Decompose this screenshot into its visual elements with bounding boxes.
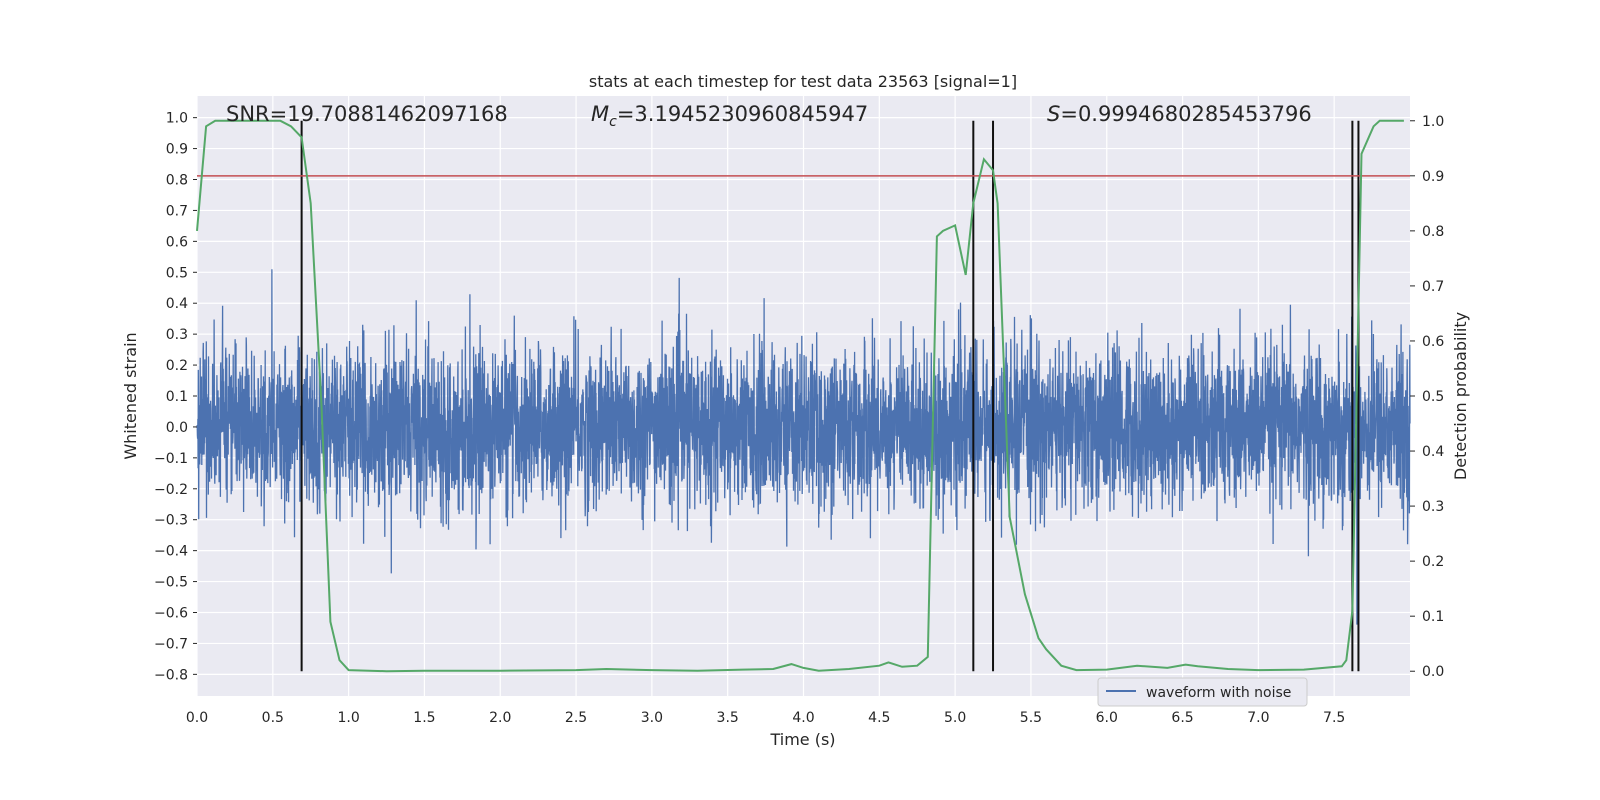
snr-value: =19.70881462097168 [270, 102, 508, 126]
x-tick-label: 6.0 [1096, 710, 1118, 726]
detection-probability-line [196, 119, 1404, 673]
y-tick-label: 0.9 [166, 142, 188, 158]
y-tick-label: −0.5 [154, 575, 188, 591]
statistic-annotation: S=0.9994680285453796 [1047, 102, 1312, 126]
y-tick-label: 0.5 [166, 265, 188, 281]
y-tick-label: −0.8 [154, 667, 188, 683]
x-tick-label: 1.0 [337, 710, 359, 726]
y-tick-label: −0.2 [154, 482, 188, 498]
y2-tick-label: 0.0 [1422, 664, 1444, 680]
x-tick-label: 7.0 [1247, 710, 1269, 726]
x-tick-label: 7.5 [1323, 710, 1345, 726]
y-tick-label: 0.3 [166, 327, 188, 343]
y2-tick-label: 0.6 [1422, 334, 1444, 350]
x-tick-label: 2.0 [489, 710, 511, 726]
y-tick-label: 0.6 [166, 234, 188, 250]
y-tick-label: 1.0 [166, 111, 188, 127]
y-tick-label: 0.4 [166, 296, 188, 312]
x-axis-ticks: 0.0 0.5 1.0 1.5 2.0 2.5 3.0 3.5 4.0 4.5 5.0 5.5 6.0 6… [186, 710, 1345, 726]
x-tick-label: 4.5 [868, 710, 890, 726]
plot-area [196, 96, 1411, 696]
chart-title: stats at each timestep for test data 235… [589, 72, 1017, 91]
s-symbol: S [1047, 102, 1060, 126]
legend-label: waveform with noise [1146, 685, 1291, 701]
y2-axis-ticks: 1.0 0.9 0.8 0.7 0.6 0.5 0.4 0.3 0.2 0.1 0.0 [1410, 114, 1444, 680]
snr-annotation: SNR=19.70881462097168 [226, 102, 508, 126]
mc-symbol: M [591, 102, 609, 126]
y-tick-label: 0.2 [166, 358, 188, 374]
x-tick-label: 5.0 [944, 710, 966, 726]
y2-tick-label: 0.2 [1422, 554, 1444, 570]
x-tick-label: 4.0 [792, 710, 814, 726]
y2-tick-label: 0.1 [1422, 609, 1444, 625]
s-value: =0.9994680285453796 [1060, 102, 1311, 126]
legend: waveform with noise [1097, 677, 1308, 707]
y-tick-label: −0.1 [154, 451, 188, 467]
y-tick-label: −0.6 [154, 605, 188, 621]
y-tick-label: −0.7 [154, 636, 188, 652]
y-tick-label: 0.1 [166, 389, 188, 405]
x-tick-label: 1.5 [413, 710, 435, 726]
x-tick-label: 5.5 [1020, 710, 1042, 726]
x-tick-label: 3.0 [641, 710, 663, 726]
mc-subscript: c [609, 114, 617, 130]
y2-tick-label: 1.0 [1422, 114, 1444, 130]
y2-tick-label: 0.3 [1422, 499, 1444, 515]
noise-trace [196, 269, 1411, 625]
mc-value: =3.1945230960845947 [617, 102, 868, 126]
y-tick-label: 0.7 [166, 203, 188, 219]
y-tick-label: −0.4 [154, 544, 188, 560]
y-axis-label: Whitened strain [121, 332, 140, 459]
x-axis-label: Time (s) [769, 730, 835, 749]
snr-name: SNR [226, 102, 270, 126]
y2-tick-label: 0.8 [1422, 224, 1444, 240]
y2-tick-label: 0.4 [1422, 444, 1444, 460]
x-tick-label: 0.5 [262, 710, 284, 726]
y-tick-label: −0.3 [154, 513, 188, 529]
y2-tick-label: 0.9 [1422, 169, 1444, 185]
x-tick-label: 3.5 [717, 710, 739, 726]
x-tick-label: 0.0 [186, 710, 208, 726]
y2-axis-label: Detection probability [1451, 312, 1470, 480]
legend-box [1097, 677, 1308, 707]
y-tick-label: 0.0 [166, 420, 188, 436]
y2-tick-label: 0.5 [1422, 389, 1444, 405]
y2-tick-label: 0.7 [1422, 279, 1444, 295]
noise-series [196, 269, 1411, 625]
y-tick-label: 0.8 [166, 173, 188, 189]
x-tick-label: 2.5 [565, 710, 587, 726]
x-tick-label: 6.5 [1171, 710, 1193, 726]
chirp-mass-annotation: Mc=3.1945230960845947 [591, 102, 868, 130]
y-axis-ticks: 1.0 0.9 0.8 0.7 0.6 0.5 0.4 0.3 0.2 0.1 0.0 −0.1 −0.… [154, 111, 197, 683]
